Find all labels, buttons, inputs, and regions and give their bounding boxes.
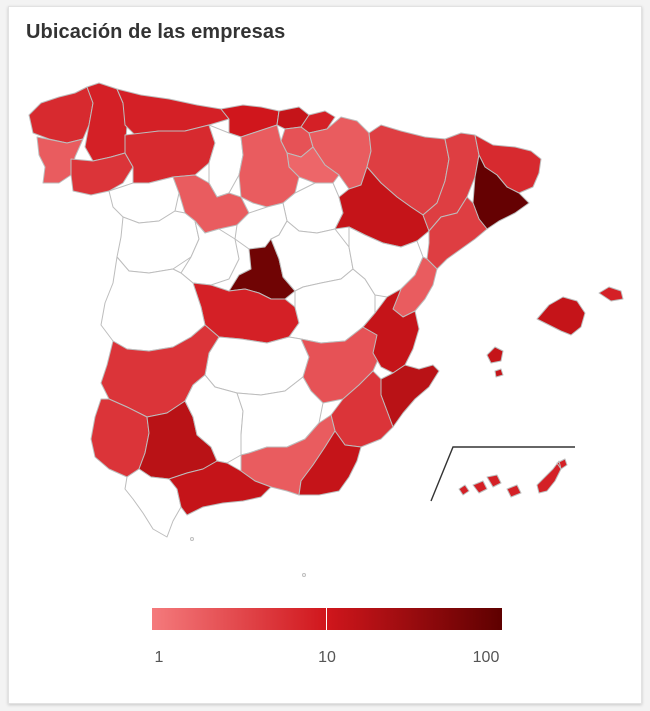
region-cadiz[interactable] (124, 468, 182, 538)
canary-inset-frame (430, 446, 575, 502)
region-mallorca[interactable] (536, 296, 586, 336)
legend-label-10: 10 (318, 649, 336, 666)
legend-tick-10 (326, 608, 327, 630)
region-valencia[interactable] (362, 288, 420, 374)
region-formentera[interactable] (494, 368, 504, 378)
spain-map (28, 82, 624, 577)
region-palencia[interactable] (208, 124, 244, 198)
region-canarias[interactable] (458, 458, 568, 498)
legend-segment-low (152, 608, 327, 630)
region-leon[interactable] (124, 124, 216, 184)
map-card: Ubicación de las empresas (8, 6, 642, 704)
legend-label-1: 1 (154, 649, 164, 666)
legend-color-bar (152, 608, 502, 630)
region-ceuta (190, 537, 194, 541)
region-avila[interactable] (180, 220, 240, 286)
region-menorca[interactable] (598, 286, 624, 302)
region-tarragona[interactable] (426, 196, 488, 270)
region-ibiza[interactable] (486, 346, 504, 364)
region-ourense[interactable] (70, 152, 134, 196)
legend-label-100: 100 (472, 649, 500, 666)
map-title: Ubicación de las empresas (26, 21, 286, 43)
region-almeria[interactable] (298, 430, 362, 496)
region-melilla (302, 573, 306, 577)
region-a-coruna[interactable] (28, 86, 94, 144)
region-malaga[interactable] (168, 460, 272, 516)
legend-segment-high (327, 608, 502, 630)
